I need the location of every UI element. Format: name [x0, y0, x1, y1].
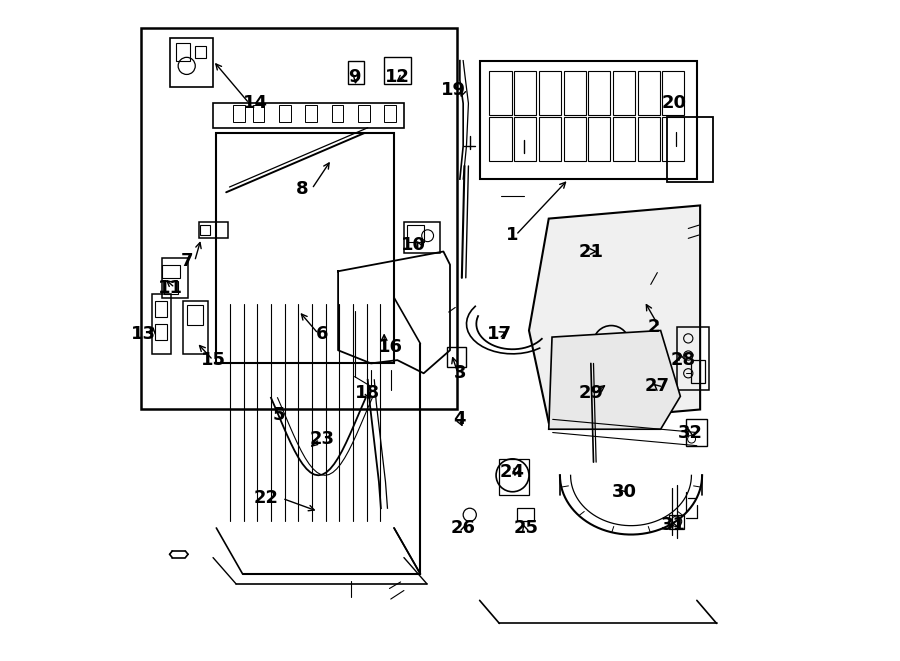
Bar — [170, 38, 213, 87]
Bar — [662, 116, 684, 161]
Bar — [691, 360, 706, 383]
Bar — [384, 105, 396, 122]
Text: 26: 26 — [451, 519, 476, 537]
Bar — [186, 305, 203, 325]
Bar — [404, 222, 440, 253]
Text: 7: 7 — [181, 253, 193, 270]
Bar — [563, 71, 586, 114]
Bar — [348, 61, 364, 84]
Text: 18: 18 — [356, 384, 381, 402]
Text: 21: 21 — [579, 243, 604, 260]
Bar — [589, 71, 610, 114]
Bar — [686, 419, 706, 446]
Bar — [407, 225, 424, 242]
Bar — [637, 116, 660, 161]
Text: 2: 2 — [648, 318, 661, 336]
Bar — [539, 71, 561, 114]
Text: 23: 23 — [309, 430, 334, 448]
Bar — [176, 43, 190, 61]
Bar — [253, 105, 265, 122]
Text: 11: 11 — [158, 279, 183, 297]
Bar — [514, 71, 536, 114]
Bar — [279, 105, 291, 122]
Bar — [480, 61, 697, 179]
Text: 22: 22 — [253, 489, 278, 508]
Text: 31: 31 — [662, 516, 687, 533]
Bar — [446, 347, 466, 367]
Text: 20: 20 — [662, 95, 687, 112]
Bar — [490, 116, 511, 161]
Text: 6: 6 — [315, 325, 328, 343]
Bar — [649, 373, 663, 395]
Text: 13: 13 — [131, 325, 157, 343]
Bar — [514, 116, 536, 161]
Bar — [184, 301, 209, 354]
Bar — [152, 294, 171, 354]
Bar — [563, 116, 586, 161]
Bar — [200, 225, 210, 235]
Bar — [677, 327, 708, 390]
Bar — [164, 281, 178, 294]
Bar — [490, 71, 511, 114]
Bar — [162, 264, 180, 278]
Bar — [613, 71, 635, 114]
Text: 28: 28 — [671, 351, 697, 369]
Bar — [589, 116, 610, 161]
Bar — [305, 105, 317, 122]
Text: 15: 15 — [201, 351, 226, 369]
Bar — [162, 258, 188, 297]
Bar — [518, 508, 534, 522]
Text: 4: 4 — [454, 410, 466, 428]
Text: 32: 32 — [678, 424, 703, 442]
Bar — [384, 58, 410, 84]
Text: 24: 24 — [500, 463, 525, 481]
Text: 9: 9 — [348, 68, 361, 86]
Bar — [213, 103, 404, 128]
Polygon shape — [529, 206, 700, 422]
Text: 19: 19 — [441, 81, 466, 99]
Text: 8: 8 — [295, 180, 308, 198]
Bar — [662, 71, 684, 114]
Text: 3: 3 — [454, 364, 466, 382]
Text: 29: 29 — [579, 384, 604, 402]
Bar — [539, 116, 561, 161]
Text: 17: 17 — [487, 325, 512, 343]
Text: 12: 12 — [385, 68, 410, 86]
Bar — [233, 105, 245, 122]
Bar — [199, 222, 229, 239]
Bar — [358, 105, 370, 122]
Bar — [670, 515, 684, 529]
Bar — [140, 28, 456, 409]
Text: 30: 30 — [612, 483, 637, 501]
Bar — [216, 133, 394, 364]
Bar — [637, 71, 660, 114]
Text: 10: 10 — [401, 236, 427, 254]
Text: 14: 14 — [243, 95, 268, 112]
Text: 25: 25 — [513, 519, 538, 537]
Bar — [155, 301, 167, 317]
Bar — [667, 116, 714, 182]
Polygon shape — [549, 330, 680, 429]
Bar — [500, 459, 529, 495]
Text: 1: 1 — [507, 226, 518, 244]
Text: 27: 27 — [644, 377, 670, 395]
Text: 5: 5 — [273, 406, 285, 424]
Text: 16: 16 — [378, 338, 403, 356]
Bar — [155, 324, 167, 340]
Bar — [331, 105, 344, 122]
Bar — [194, 46, 206, 58]
Bar — [613, 116, 635, 161]
